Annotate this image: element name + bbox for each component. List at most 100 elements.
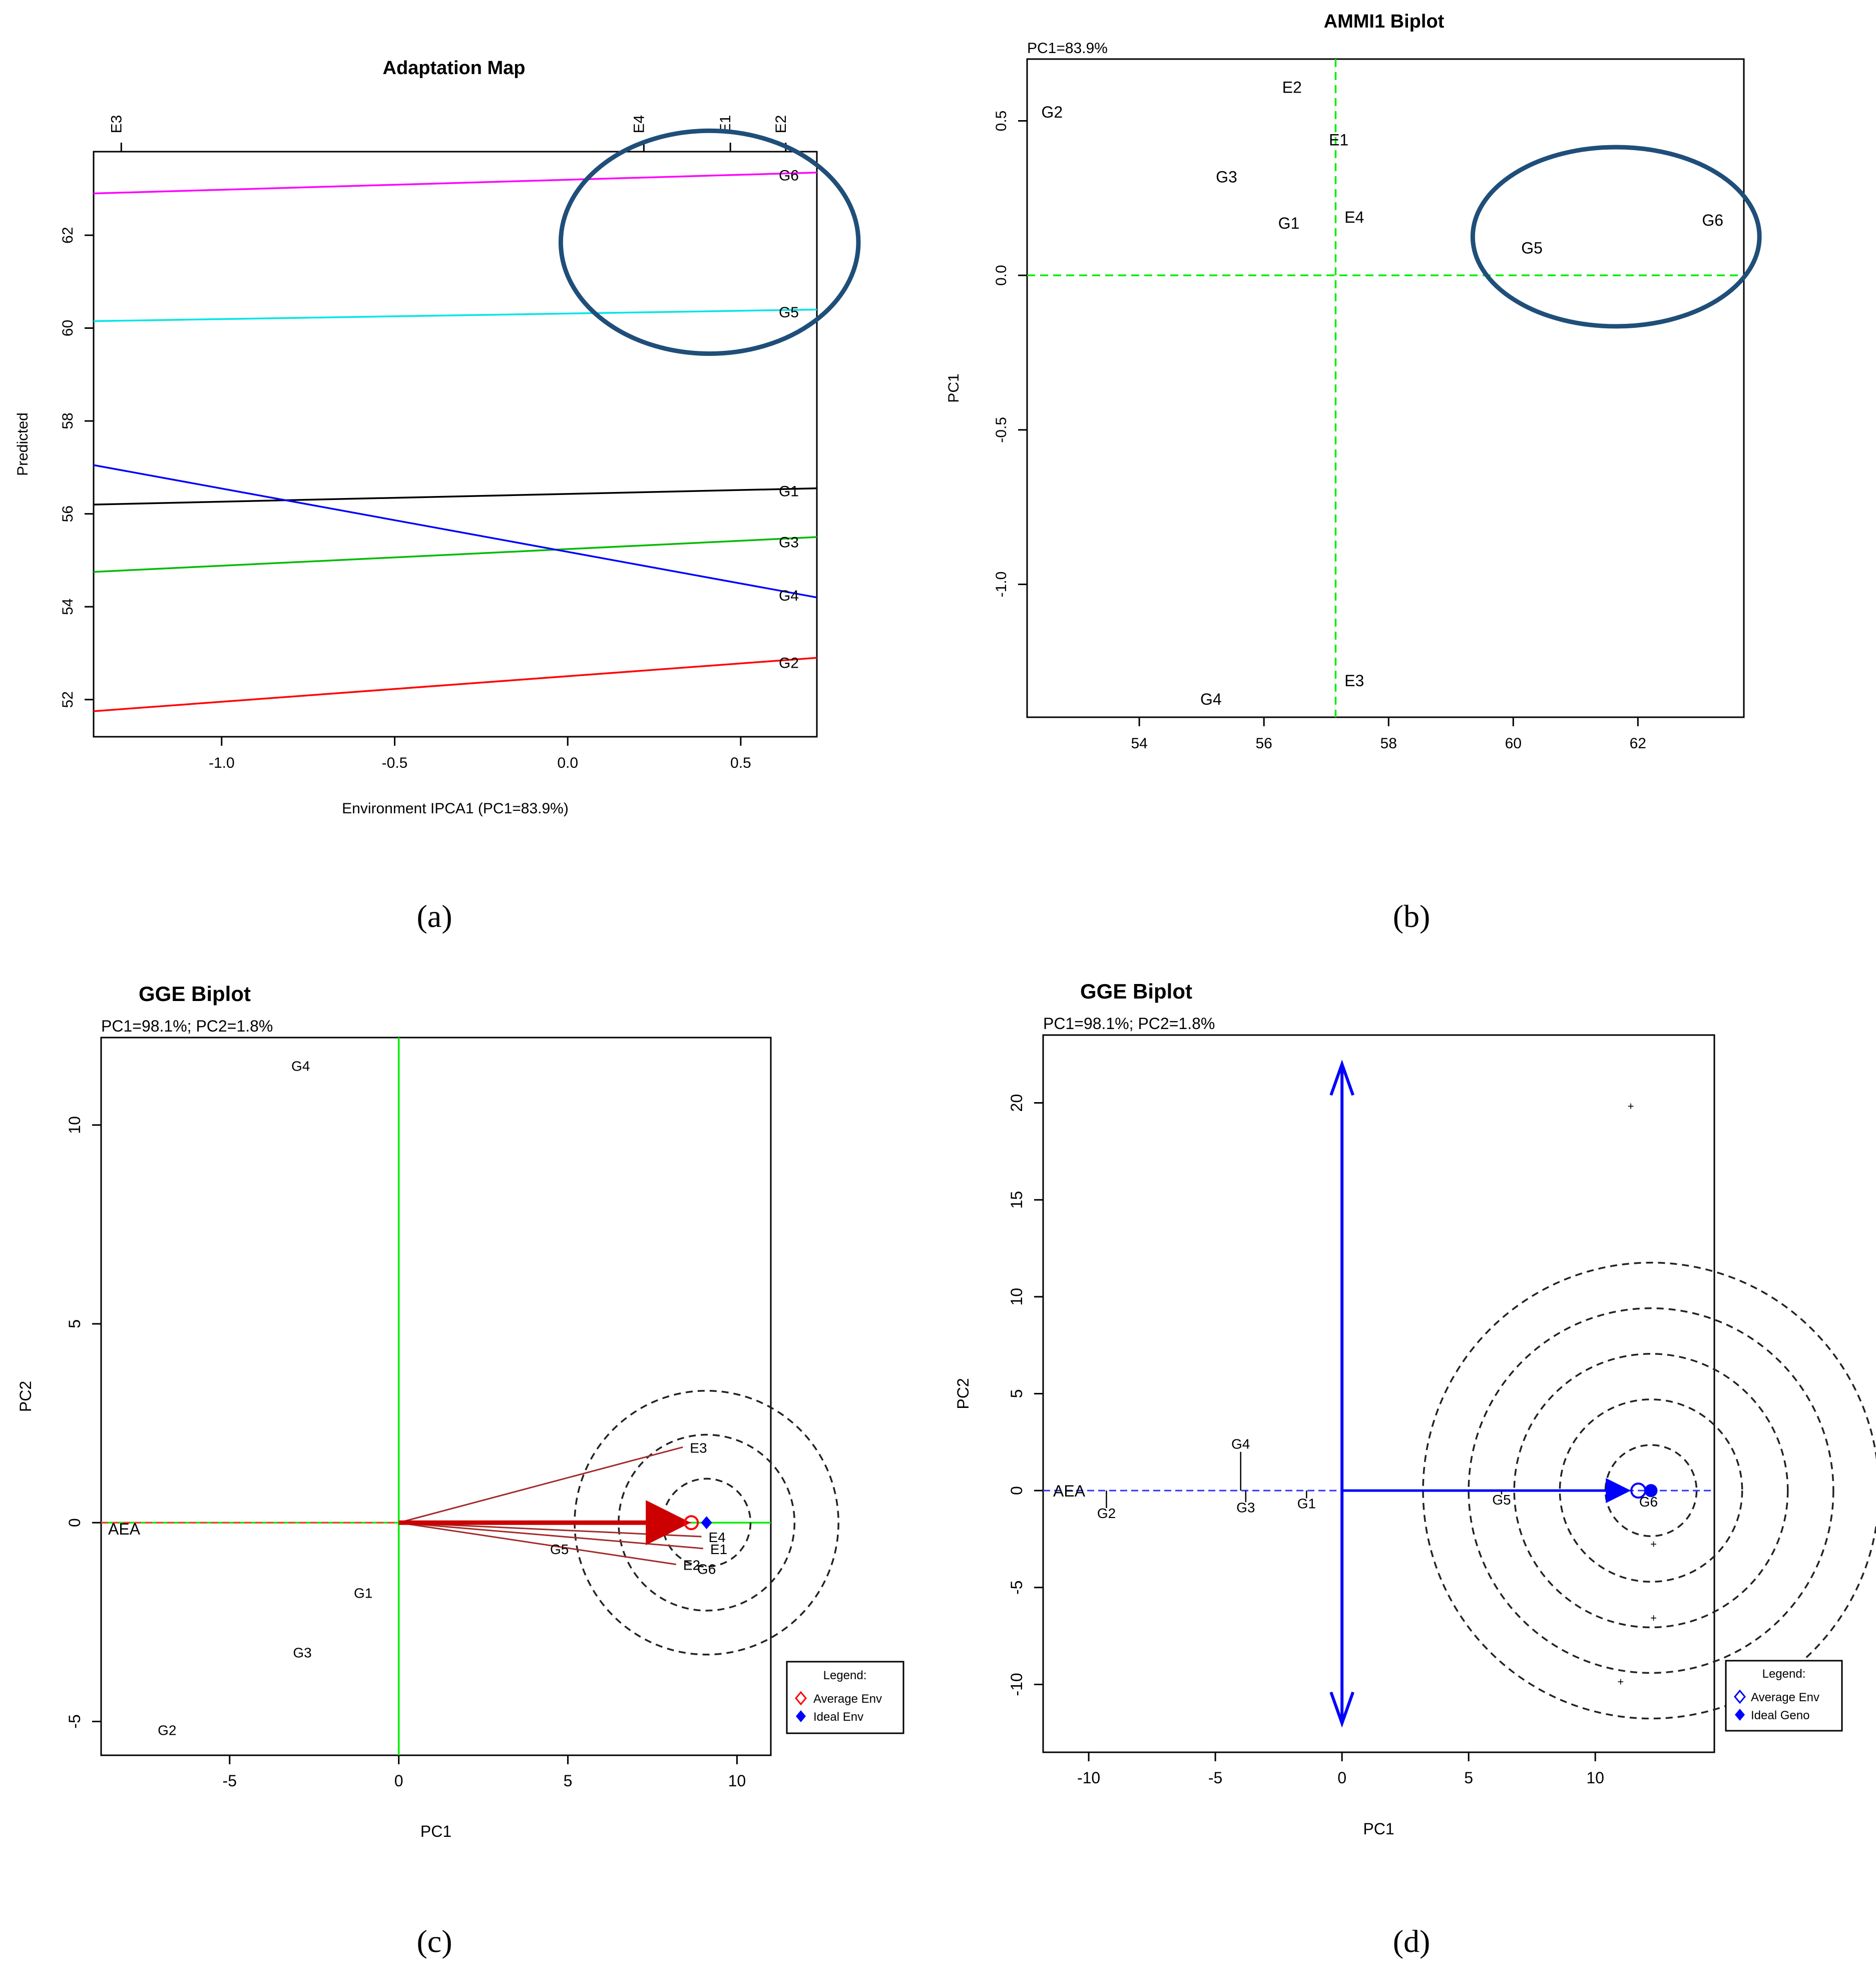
top-axis-label-e4: E4 bbox=[631, 115, 647, 134]
x-tick-label: 5 bbox=[564, 1772, 573, 1790]
chart-title: GGE Biplot bbox=[139, 982, 251, 1006]
point-label-g1: G1 bbox=[1278, 214, 1300, 232]
top-axis-label-e3: E3 bbox=[108, 115, 125, 134]
genotype-label-g5: G5 bbox=[1492, 1492, 1511, 1508]
point-label-g5: G5 bbox=[1521, 239, 1543, 257]
environment-label-e4: E4 bbox=[708, 1530, 725, 1545]
x-tick-label: 0.0 bbox=[557, 755, 578, 771]
y-tick-label: 5 bbox=[66, 1319, 84, 1328]
point-label-e1: E1 bbox=[1329, 131, 1348, 149]
concentric-circle bbox=[1559, 1398, 1743, 1583]
legend-average-marker bbox=[795, 1691, 807, 1706]
environment-label-e2: E2 bbox=[683, 1558, 700, 1573]
series-label-g3: G3 bbox=[779, 534, 799, 551]
y-axis-label: PC2 bbox=[17, 1381, 35, 1412]
legend-average-marker bbox=[1734, 1689, 1746, 1704]
legend-item-ideal: Ideal Geno bbox=[1751, 1709, 1809, 1722]
y-tick-label: 5 bbox=[1008, 1389, 1026, 1398]
genotype-label-g4: G4 bbox=[1231, 1436, 1250, 1452]
environment-label-e3: E3 bbox=[690, 1440, 707, 1455]
chart-subtitle: PC1=98.1%; PC2=1.8% bbox=[101, 1017, 273, 1035]
average-environment-marker bbox=[684, 1515, 699, 1531]
point-label-g4: G4 bbox=[1200, 690, 1222, 708]
panel-a: -1.0 -0.5 0.0 0.5 52 54 56 58 60 62 Adaptation Map… bbox=[15, 58, 861, 817]
x-tick-label: 56 bbox=[1255, 735, 1272, 752]
x-tick-label: -5 bbox=[223, 1772, 237, 1790]
series-line-g6 bbox=[93, 172, 817, 195]
y-axis-label: PC1 bbox=[946, 373, 962, 402]
series-label-g4: G4 bbox=[779, 588, 799, 604]
caption-c: (c) bbox=[416, 1923, 452, 1959]
vertical-arrowhead-up bbox=[1329, 1060, 1354, 1096]
aea-label: AEA bbox=[1053, 1482, 1086, 1500]
x-tick-label: 62 bbox=[1630, 735, 1646, 752]
genotype-label-g1: G1 bbox=[1297, 1496, 1316, 1512]
x-axis-label: Environment IPCA1 (PC1=83.9%) bbox=[342, 800, 569, 817]
point-label-e4: E4 bbox=[1344, 208, 1364, 226]
x-tick-label: 0.5 bbox=[730, 755, 751, 771]
genotype-label-g6: G6 bbox=[697, 1562, 716, 1577]
point-label-e2: E2 bbox=[1282, 79, 1302, 97]
panel-d: -10 -5 0 5 10 -10 -5 0 5 10 15 20 GGE Biplot PC1=98.1… bbox=[954, 979, 1876, 1838]
legend-title: Legend: bbox=[823, 1669, 867, 1682]
y-tick-label: 15 bbox=[1008, 1191, 1026, 1209]
legend-ideal-marker bbox=[1735, 1709, 1745, 1721]
series-line-g2 bbox=[93, 657, 817, 712]
y-tick-label: 10 bbox=[1008, 1288, 1026, 1306]
environment-vector-e3 bbox=[398, 1446, 683, 1524]
y-tick-label: -5 bbox=[1008, 1581, 1026, 1595]
series-line-g5 bbox=[93, 308, 817, 322]
y-tick-label: 0.0 bbox=[993, 265, 1010, 286]
series-label-g5: G5 bbox=[779, 304, 799, 321]
point-label-g3: G3 bbox=[1216, 168, 1237, 186]
chart-title: Adaptation Map bbox=[383, 58, 526, 79]
x-tick-label: 5 bbox=[1464, 1769, 1473, 1787]
legend-title: Legend: bbox=[1762, 1667, 1806, 1681]
y-tick-label: 20 bbox=[1008, 1094, 1026, 1112]
legend-item-average: Average Env bbox=[813, 1692, 882, 1706]
legend-item-ideal: Ideal Env bbox=[813, 1710, 863, 1724]
y-tick-label: 0 bbox=[66, 1518, 84, 1527]
chart-title: AMMI1 Biplot bbox=[1324, 11, 1445, 32]
series-line-g1 bbox=[93, 487, 817, 506]
highlight-ellipse bbox=[558, 128, 861, 356]
x-tick-label: -0.5 bbox=[382, 755, 408, 771]
concentric-circle bbox=[618, 1433, 796, 1612]
environment-point: + bbox=[1617, 1676, 1624, 1688]
y-tick-label: 52 bbox=[60, 691, 76, 708]
x-tick-label: 60 bbox=[1505, 735, 1522, 752]
x-tick-label: 10 bbox=[1586, 1769, 1604, 1787]
caption-a: (a) bbox=[416, 898, 452, 934]
point-label-e3: E3 bbox=[1344, 672, 1364, 690]
point-label-g2: G2 bbox=[1041, 103, 1063, 121]
ideal-genotype-marker bbox=[1644, 1484, 1658, 1498]
y-tick-label: 0.5 bbox=[993, 111, 1010, 132]
x-tick-label: 54 bbox=[1131, 735, 1147, 752]
x-tick-label: 0 bbox=[394, 1772, 403, 1790]
ideal-environment-marker bbox=[701, 1516, 712, 1530]
plot-frame bbox=[100, 1037, 772, 1756]
y-tick-label: 62 bbox=[60, 227, 76, 243]
x-axis-label: PC1 bbox=[1363, 1820, 1394, 1838]
series-label-g1: G1 bbox=[779, 483, 799, 500]
concentric-circle bbox=[1513, 1353, 1789, 1629]
legend-box bbox=[786, 1661, 904, 1734]
x-tick-label: -1.0 bbox=[209, 755, 235, 771]
y-tick-label: -1.0 bbox=[993, 572, 1010, 598]
chart-subtitle: PC1=98.1%; PC2=1.8% bbox=[1043, 1015, 1215, 1033]
panel-b: 54 56 58 60 62 -1.0 -0.5 0.0 0.5 AMMI1 Biplot PC1=… bbox=[946, 11, 1762, 752]
x-axis-label: PC1 bbox=[420, 1822, 451, 1840]
legend-box bbox=[1725, 1660, 1843, 1732]
y-tick-label: -5 bbox=[66, 1714, 84, 1728]
environment-vector-e2 bbox=[398, 1522, 677, 1566]
chart-title: GGE Biplot bbox=[1080, 979, 1192, 1003]
series-line-g3 bbox=[93, 536, 817, 573]
series-label-g2: G2 bbox=[779, 655, 799, 672]
legend-ideal-marker bbox=[796, 1710, 806, 1722]
genotype-label-g3: G3 bbox=[1236, 1500, 1255, 1515]
y-tick-label: 60 bbox=[60, 320, 76, 336]
genotype-label-g3: G3 bbox=[293, 1645, 311, 1660]
y-tick-label: 56 bbox=[60, 506, 76, 522]
y-tick-label: 10 bbox=[66, 1116, 84, 1134]
